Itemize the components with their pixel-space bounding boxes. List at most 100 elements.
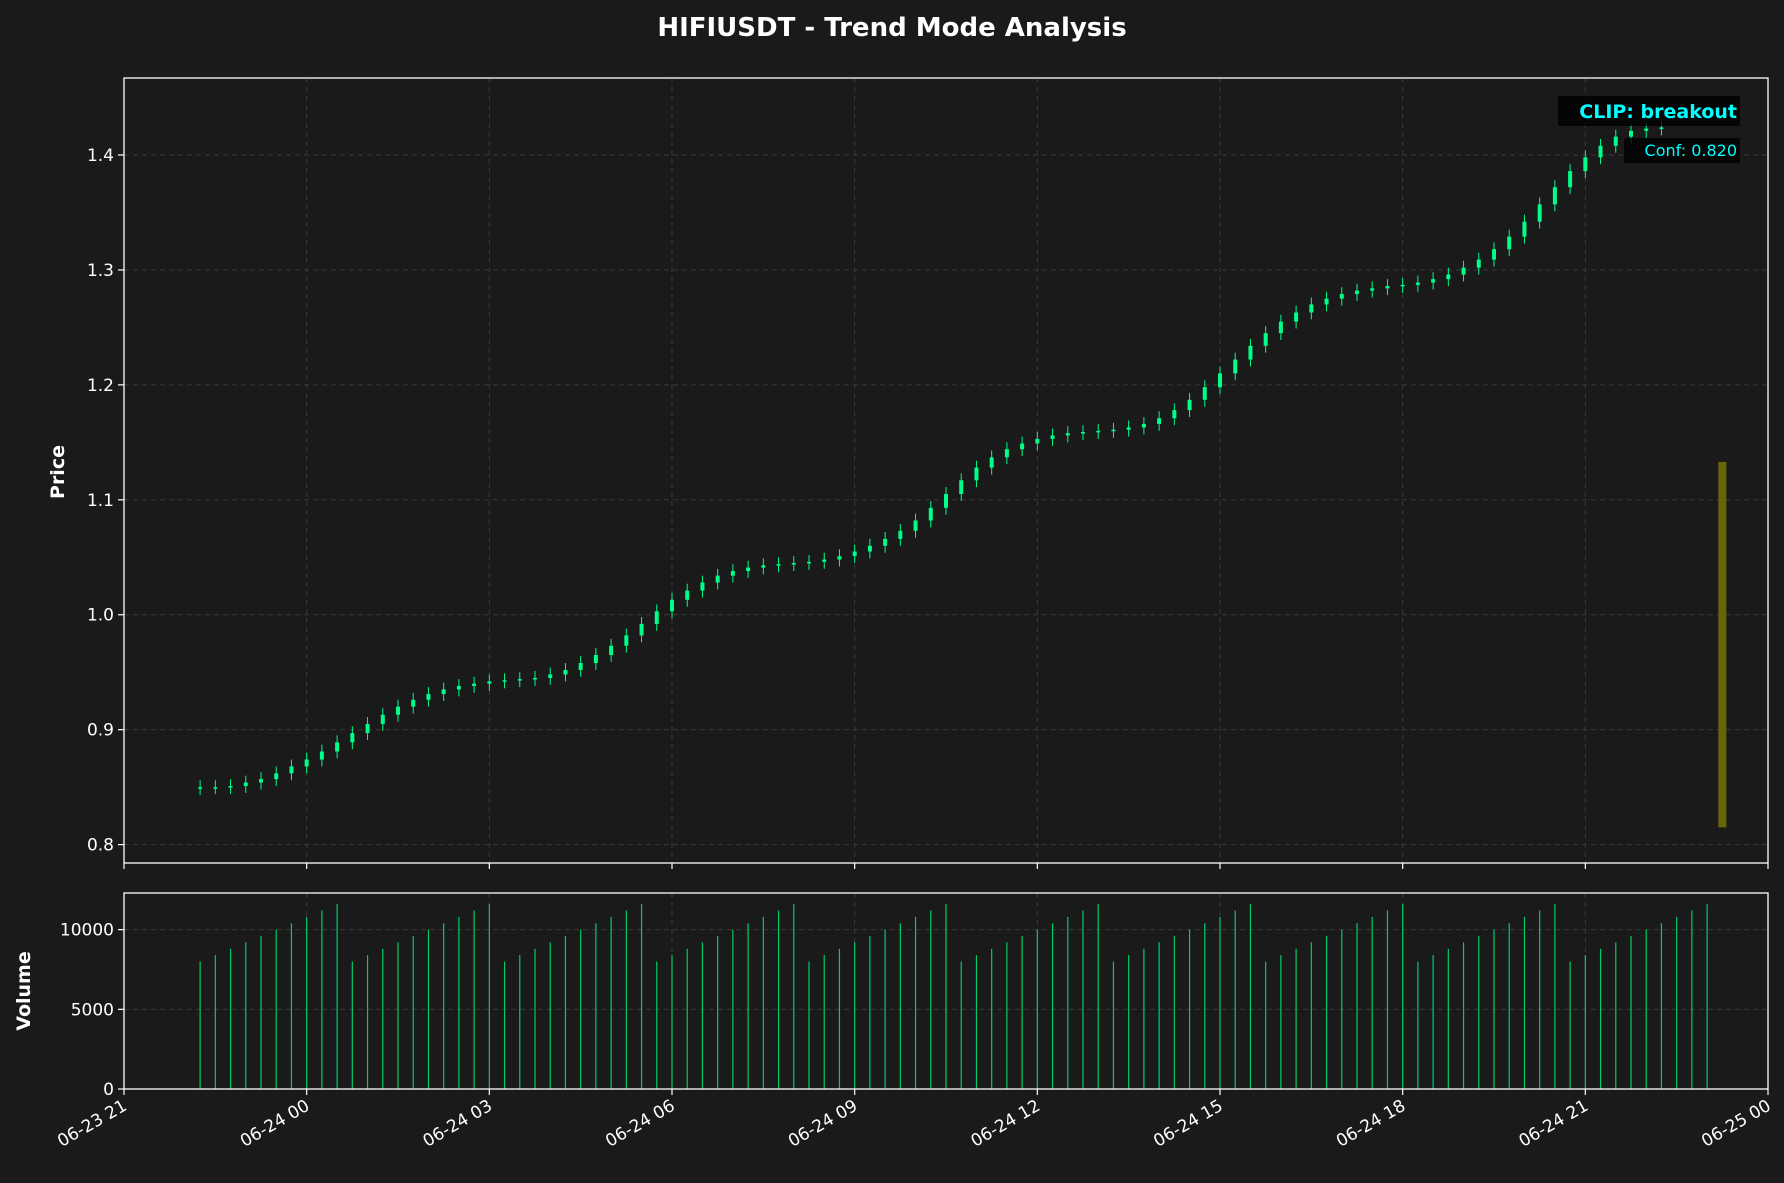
volume-bar <box>1371 916 1373 1089</box>
volume-bar <box>808 961 810 1089</box>
candle-body <box>1431 279 1436 283</box>
candle-body <box>822 559 827 562</box>
volume-bar <box>762 916 764 1089</box>
candle-body <box>1507 236 1512 250</box>
volume-bar <box>899 923 901 1089</box>
volume-panel: 0 5000 10000 Volume <box>13 892 1769 1100</box>
volume-bar <box>580 929 582 1089</box>
volume-bar <box>914 916 917 1089</box>
candle-body <box>1415 282 1420 285</box>
volume-bar <box>656 961 658 1089</box>
volume-bar <box>1265 961 1267 1089</box>
candle-body <box>441 689 446 695</box>
candle-body <box>259 779 263 783</box>
volume-plot-border <box>123 892 1769 1090</box>
candle-body <box>1400 284 1405 287</box>
candle-body <box>746 567 751 572</box>
candle-body <box>867 545 872 552</box>
volume-bar <box>306 916 308 1089</box>
candle-body <box>1552 187 1557 205</box>
volume-bar <box>1143 948 1145 1089</box>
candle-body <box>1522 221 1527 237</box>
candle-body <box>1492 249 1496 260</box>
candle-body <box>1355 290 1359 295</box>
candle-body <box>1568 171 1573 188</box>
volume-bar <box>1341 929 1343 1089</box>
candle-body <box>1081 431 1085 434</box>
candle-body <box>1476 259 1481 268</box>
candle-body <box>243 782 248 786</box>
volume-bar <box>1478 936 1480 1089</box>
candle-body <box>1644 128 1649 131</box>
clip-label: CLIP: breakout <box>1579 101 1737 123</box>
candle-body <box>533 677 537 680</box>
candle-body <box>1324 298 1329 305</box>
volume-bar <box>1508 923 1510 1089</box>
candle-body <box>1111 429 1116 432</box>
price-plot-border <box>123 77 1769 864</box>
volume-bar <box>838 948 841 1089</box>
candle-body <box>670 599 674 612</box>
volume-bar <box>1356 923 1358 1089</box>
candle-body <box>624 635 629 646</box>
candle-body <box>1446 274 1451 280</box>
candle-body <box>1141 423 1146 428</box>
volume-y-tick-label: 5000 <box>71 1000 114 1020</box>
volume-bar <box>1219 916 1221 1089</box>
candle-body <box>1218 373 1222 388</box>
price-y-tick-label: 1.3 <box>87 261 114 281</box>
candle-body <box>456 686 461 690</box>
volume-bar <box>777 910 780 1089</box>
volume-bar <box>823 955 825 1089</box>
volume-bar <box>1447 948 1449 1089</box>
volume-bar <box>975 955 978 1089</box>
volume-bar <box>930 910 932 1089</box>
candle-body <box>1202 387 1207 400</box>
volume-bar <box>1173 936 1175 1089</box>
price-panel: 0.8 0.9 1.0 1.1 1.2 1.3 1.4 Price CLIP: breako… <box>47 77 1769 864</box>
volume-bar <box>1417 961 1419 1089</box>
volume-bar <box>1097 904 1099 1089</box>
volume-bar <box>443 923 445 1089</box>
candle-body <box>487 681 492 684</box>
volume-bar <box>336 904 338 1089</box>
volume-y-tick-label: 0 <box>103 1080 114 1100</box>
candle-body <box>563 669 568 675</box>
volume-bar <box>732 929 734 1089</box>
volume-bar <box>549 942 551 1089</box>
volume-bar <box>1432 955 1434 1089</box>
volume-bar <box>351 961 353 1089</box>
candle-body <box>959 480 964 495</box>
volume-bar <box>1204 923 1206 1089</box>
marker-bar <box>1718 461 1727 828</box>
volume-bar <box>610 916 612 1089</box>
volume-bar <box>595 923 597 1089</box>
conf-label: Conf: 0.820 <box>1645 141 1737 160</box>
candle-body <box>1294 312 1299 322</box>
volume-bar <box>1599 948 1602 1089</box>
candle-body <box>396 706 400 715</box>
price-plot-area <box>124 78 1768 863</box>
volume-bar <box>747 923 749 1089</box>
candle-body <box>1050 435 1055 439</box>
price-y-tick-label: 1.2 <box>87 376 114 396</box>
volume-bar <box>214 955 216 1089</box>
candle-body <box>304 759 309 767</box>
candle-body <box>1004 449 1009 458</box>
candle-body <box>639 623 644 636</box>
candle-body <box>274 773 279 780</box>
candle-body <box>411 699 416 707</box>
volume-bar <box>701 942 704 1089</box>
candle-body <box>1583 157 1588 172</box>
conf-label-box <box>1624 138 1740 163</box>
candle-body <box>1172 410 1177 419</box>
volume-bar <box>1128 955 1130 1089</box>
candle-body <box>1096 430 1101 433</box>
volume-bar <box>199 961 201 1089</box>
candle-body <box>715 575 720 583</box>
candle-body <box>654 611 659 624</box>
candle-body <box>944 494 948 508</box>
candle-body <box>928 507 933 521</box>
candle-body <box>1370 288 1375 291</box>
volume-bar <box>1067 916 1069 1089</box>
